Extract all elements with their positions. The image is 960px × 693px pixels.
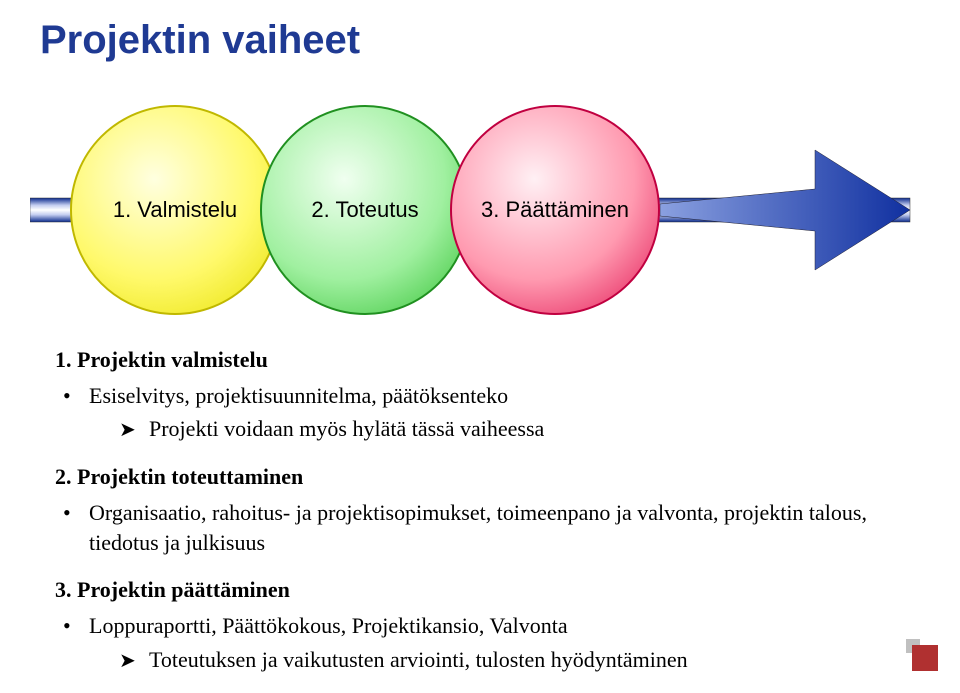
phase-label-2: 2. Toteutus	[262, 197, 468, 223]
section-heading: 3. Projektin päättäminen	[55, 575, 915, 605]
bullet-item: Esiselvitys, projektisuunnitelma, päätök…	[89, 381, 915, 445]
phase-label-1: 1. Valmistelu	[72, 197, 278, 223]
phase-circle-3: 3. Päättäminen	[450, 105, 660, 315]
phase-circle-1: 1. Valmistelu	[70, 105, 280, 315]
timeline-arrow	[660, 150, 910, 270]
content-area: 1. Projektin valmistelu Esiselvitys, proj…	[55, 345, 915, 693]
bullet-list: Esiselvitys, projektisuunnitelma, päätök…	[89, 381, 915, 445]
slide-title: Projektin vaiheet	[40, 18, 360, 63]
bullet-list: Loppuraportti, Päättökokous, Projektikan…	[89, 611, 915, 675]
section-list: 1. Projektin valmistelu Esiselvitys, proj…	[55, 345, 915, 675]
phase-label-3: 3. Päättäminen	[452, 197, 658, 223]
arrow-item: Projekti voidaan myös hylätä tässä vaihe…	[149, 414, 915, 444]
bullet-list: Organisaatio, rahoitus- ja projektisopim…	[89, 498, 915, 557]
arrow-list: Toteutuksen ja vaikutusten arviointi, tu…	[149, 645, 915, 675]
phase-diagram: 1. Valmistelu 2. Toteutus 3. Päättäminen	[30, 100, 930, 320]
corner-big	[912, 645, 938, 671]
section-item: 2. Projektin toteuttaminen Organisaatio, …	[55, 462, 915, 557]
section-item: 1. Projektin valmistelu Esiselvitys, proj…	[55, 345, 915, 444]
bullet-item: Loppuraportti, Päättökokous, Projektikan…	[89, 611, 915, 675]
section-heading: 1. Projektin valmistelu	[55, 345, 915, 375]
bullet-item: Organisaatio, rahoitus- ja projektisopim…	[89, 498, 915, 557]
corner-decor	[904, 637, 938, 671]
arrow-list: Projekti voidaan myös hylätä tässä vaihe…	[149, 414, 915, 444]
section-item: 3. Projektin päättäminen Loppuraportti, P…	[55, 575, 915, 674]
phase-circle-2: 2. Toteutus	[260, 105, 470, 315]
arrow-item: Toteutuksen ja vaikutusten arviointi, tu…	[149, 645, 915, 675]
section-heading: 2. Projektin toteuttaminen	[55, 462, 915, 492]
